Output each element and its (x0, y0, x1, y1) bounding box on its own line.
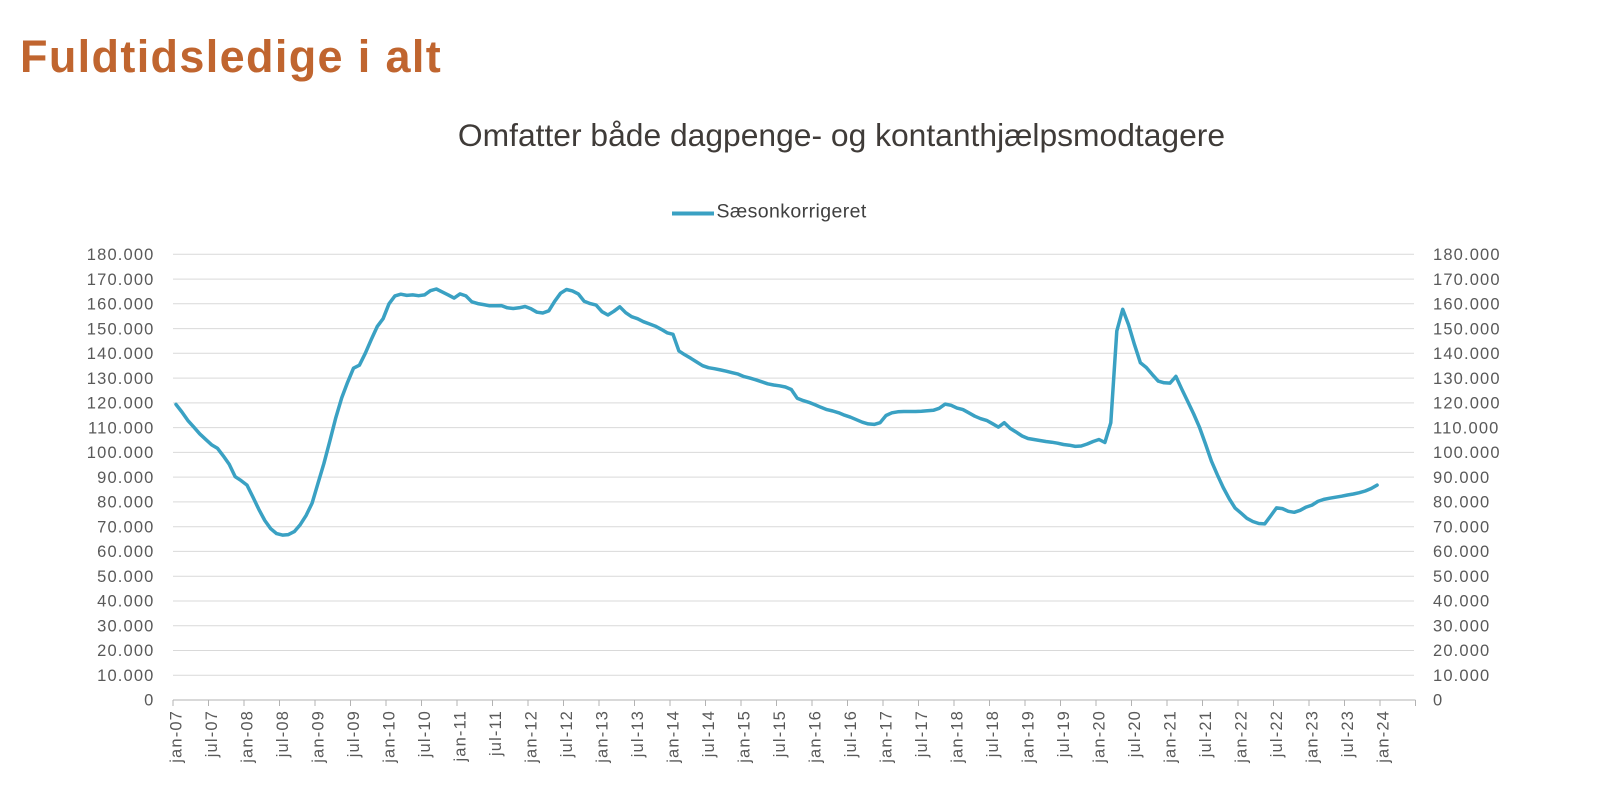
svg-text:60.000: 60.000 (97, 543, 154, 561)
svg-text:jul-16: jul-16 (842, 710, 860, 758)
svg-text:jul-22: jul-22 (1268, 710, 1286, 758)
svg-text:jan-16: jan-16 (807, 710, 825, 764)
svg-text:110.000: 110.000 (1433, 419, 1499, 437)
svg-text:80.000: 80.000 (97, 494, 154, 512)
svg-text:0: 0 (144, 692, 154, 710)
svg-text:jul-13: jul-13 (629, 710, 647, 758)
svg-text:130.000: 130.000 (1433, 370, 1501, 388)
svg-text:jan-17: jan-17 (878, 710, 896, 764)
svg-text:jan-09: jan-09 (310, 710, 328, 764)
svg-text:jan-18: jan-18 (949, 710, 967, 764)
svg-text:50.000: 50.000 (97, 568, 154, 586)
svg-text:jan-12: jan-12 (523, 710, 541, 764)
svg-text:90.000: 90.000 (97, 469, 154, 487)
svg-text:jul-10: jul-10 (416, 710, 434, 758)
svg-text:10.000: 10.000 (1433, 667, 1490, 685)
svg-text:jan-14: jan-14 (665, 710, 683, 764)
svg-text:90.000: 90.000 (1433, 469, 1490, 487)
svg-text:jul-17: jul-17 (913, 710, 931, 758)
svg-text:100.000: 100.000 (1433, 444, 1501, 462)
svg-text:jul-08: jul-08 (274, 710, 292, 758)
svg-text:20.000: 20.000 (1433, 642, 1490, 660)
svg-text:40.000: 40.000 (97, 593, 154, 611)
svg-text:140.000: 140.000 (1433, 345, 1501, 363)
svg-text:30.000: 30.000 (1433, 617, 1490, 635)
svg-text:Sæsonkorrigeret: Sæsonkorrigeret (717, 201, 867, 223)
svg-text:jan-07: jan-07 (168, 710, 186, 764)
svg-text:jan-19: jan-19 (1020, 710, 1038, 764)
svg-text:140.000: 140.000 (87, 345, 155, 363)
svg-text:80.000: 80.000 (1433, 494, 1490, 512)
svg-text:150.000: 150.000 (87, 320, 155, 338)
svg-text:jan-21: jan-21 (1162, 710, 1180, 764)
svg-text:70.000: 70.000 (97, 518, 154, 536)
svg-text:Fuldtidsledige i alt: Fuldtidsledige i alt (20, 31, 442, 82)
svg-text:60.000: 60.000 (1433, 543, 1490, 561)
svg-text:jan-13: jan-13 (594, 710, 612, 764)
svg-text:jan-10: jan-10 (381, 710, 399, 764)
svg-text:0: 0 (1433, 692, 1443, 710)
svg-text:jul-18: jul-18 (984, 710, 1002, 758)
svg-text:jul-07: jul-07 (203, 710, 221, 758)
svg-text:20.000: 20.000 (97, 642, 154, 660)
svg-text:jan-23: jan-23 (1304, 710, 1322, 764)
svg-text:jul-09: jul-09 (345, 710, 363, 758)
svg-text:jan-22: jan-22 (1233, 710, 1251, 764)
svg-text:40.000: 40.000 (1433, 593, 1490, 611)
svg-text:jan-11: jan-11 (452, 710, 470, 763)
svg-text:jan-15: jan-15 (736, 710, 754, 764)
svg-text:50.000: 50.000 (1433, 568, 1490, 586)
svg-text:jul-12: jul-12 (558, 710, 576, 758)
svg-text:jul-21: jul-21 (1197, 710, 1215, 758)
svg-text:130.000: 130.000 (87, 370, 155, 388)
svg-text:160.000: 160.000 (87, 296, 155, 314)
svg-text:jul-19: jul-19 (1055, 710, 1073, 758)
svg-text:jul-14: jul-14 (700, 710, 718, 758)
svg-text:30.000: 30.000 (97, 617, 154, 635)
svg-text:jan-08: jan-08 (239, 710, 257, 764)
svg-text:Omfatter både dagpenge- og kon: Omfatter både dagpenge- og kontanthjælps… (458, 117, 1225, 153)
svg-text:10.000: 10.000 (97, 667, 154, 685)
svg-text:100.000: 100.000 (87, 444, 155, 462)
svg-text:jul-11: jul-11 (487, 710, 505, 757)
svg-text:120.000: 120.000 (1433, 395, 1501, 413)
svg-text:170.000: 170.000 (1433, 271, 1501, 289)
svg-text:120.000: 120.000 (87, 395, 155, 413)
svg-text:160.000: 160.000 (1433, 296, 1501, 314)
svg-text:70.000: 70.000 (1433, 518, 1490, 536)
svg-text:jan-20: jan-20 (1091, 710, 1109, 764)
svg-text:jan-24: jan-24 (1375, 710, 1393, 764)
svg-text:jul-15: jul-15 (771, 710, 789, 758)
svg-text:jul-20: jul-20 (1126, 710, 1144, 758)
svg-text:170.000: 170.000 (87, 271, 155, 289)
svg-text:180.000: 180.000 (87, 246, 155, 264)
svg-text:jul-23: jul-23 (1339, 710, 1357, 758)
svg-text:150.000: 150.000 (1433, 320, 1501, 338)
svg-text:110.000: 110.000 (88, 419, 154, 437)
svg-text:180.000: 180.000 (1433, 246, 1501, 264)
